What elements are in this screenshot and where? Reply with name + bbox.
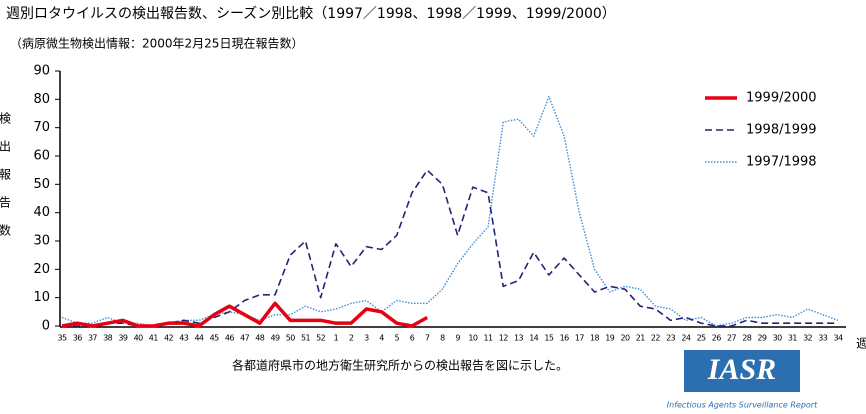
y-tick-label: 40 bbox=[33, 205, 50, 220]
y-tick-label: 0 bbox=[42, 319, 50, 334]
x-tick-label: 23 bbox=[666, 334, 675, 343]
x-tick-label: 18 bbox=[590, 334, 599, 343]
x-tick-label: 16 bbox=[560, 334, 569, 343]
x-tick-label: 15 bbox=[544, 334, 553, 343]
x-tick-label: 17 bbox=[575, 334, 584, 343]
x-tick-label: 8 bbox=[440, 334, 445, 343]
x-tick-label: 5 bbox=[394, 334, 399, 343]
x-tick-label: 29 bbox=[757, 334, 766, 343]
x-tick-label: 1 bbox=[334, 334, 339, 343]
x-tick-label: 30 bbox=[773, 334, 782, 343]
y-tick-label: 90 bbox=[33, 64, 50, 79]
x-tick-label: 41 bbox=[149, 334, 158, 343]
series-line bbox=[61, 95, 839, 327]
x-tick-label: 4 bbox=[379, 334, 384, 343]
note: 各都道府県市の地方衛生研究所からの検出報告を図に示した。 bbox=[232, 358, 568, 373]
x-tick-label: 52 bbox=[316, 334, 325, 343]
y-axis-label: 検出報告数 bbox=[0, 112, 12, 252]
logo: IASR bbox=[707, 353, 776, 386]
x-tick-label: 22 bbox=[651, 334, 660, 343]
x-tick-label: 14 bbox=[529, 334, 538, 343]
x-tick-label: 37 bbox=[88, 334, 97, 343]
x-tick-label: 48 bbox=[255, 334, 264, 343]
series-line bbox=[61, 301, 429, 328]
x-tick-label: 38 bbox=[103, 334, 112, 343]
x-tick-label: 3 bbox=[364, 334, 369, 343]
x-tick-label: 39 bbox=[118, 334, 127, 343]
x-tick-label: 12 bbox=[499, 334, 508, 343]
y-tick-label: 20 bbox=[33, 262, 50, 277]
x-tick-label: 20 bbox=[620, 334, 629, 343]
x-tick-label: 36 bbox=[73, 334, 82, 343]
y-tick-label: 30 bbox=[33, 234, 50, 249]
x-tick-label: 26 bbox=[712, 334, 721, 343]
legend-label: 1997/1998 bbox=[746, 155, 817, 170]
x-tick-label: 19 bbox=[605, 334, 614, 343]
y-tick-label: 50 bbox=[33, 177, 50, 192]
x-axis-label: 週 bbox=[856, 337, 866, 351]
x-tick-label: 6 bbox=[410, 334, 415, 343]
x-tick-label: 40 bbox=[134, 334, 143, 343]
series-line bbox=[62, 169, 838, 327]
x-tick-label: 21 bbox=[636, 334, 645, 343]
x-tick-label: 9 bbox=[455, 334, 460, 343]
chart-subtitle: （病原微生物検出情報：2000年2月25日現在報告数） bbox=[10, 36, 303, 51]
logo-caption: Infectious Agents Surveillance Report bbox=[667, 401, 818, 410]
x-tick-label: 49 bbox=[271, 334, 280, 343]
chart-title: 週別ロタウイルスの検出報告数、シーズン別比較（1997／1998、1998／19… bbox=[6, 6, 616, 22]
logo-box bbox=[684, 350, 800, 392]
x-tick-label: 10 bbox=[468, 334, 477, 343]
x-tick-label: 50 bbox=[286, 334, 295, 343]
x-tick-label: 33 bbox=[818, 334, 827, 343]
y-tick-label: 60 bbox=[33, 149, 50, 164]
x-tick-label: 32 bbox=[803, 334, 812, 343]
x-tick-label: 28 bbox=[742, 334, 751, 343]
x-tick-label: 43 bbox=[179, 334, 188, 343]
x-tick-label: 47 bbox=[240, 334, 249, 343]
x-tick-label: 24 bbox=[681, 334, 690, 343]
x-tick-label: 27 bbox=[727, 334, 736, 343]
y-tick-label: 10 bbox=[33, 290, 50, 305]
x-tick-label: 34 bbox=[834, 334, 843, 343]
y-tick-label: 70 bbox=[33, 120, 50, 135]
x-tick-label: 11 bbox=[484, 334, 493, 343]
x-tick-label: 51 bbox=[301, 334, 310, 343]
x-tick-label: 35 bbox=[58, 334, 67, 343]
x-tick-label: 45 bbox=[210, 334, 219, 343]
x-tick-label: 46 bbox=[225, 334, 234, 343]
x-tick-label: 31 bbox=[788, 334, 797, 343]
x-tick-label: 13 bbox=[514, 334, 523, 343]
x-tick-label: 25 bbox=[697, 334, 706, 343]
x-tick-label: 7 bbox=[425, 334, 430, 343]
x-tick-label: 42 bbox=[164, 334, 173, 343]
legend-label: 1999/2000 bbox=[746, 91, 817, 106]
x-tick-label: 44 bbox=[194, 334, 203, 343]
legend-label: 1998/1999 bbox=[746, 123, 817, 138]
x-tick-label: 2 bbox=[349, 334, 354, 343]
y-tick-label: 80 bbox=[33, 92, 50, 107]
